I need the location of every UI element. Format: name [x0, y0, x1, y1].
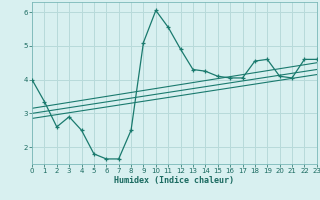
- X-axis label: Humidex (Indice chaleur): Humidex (Indice chaleur): [115, 176, 234, 185]
